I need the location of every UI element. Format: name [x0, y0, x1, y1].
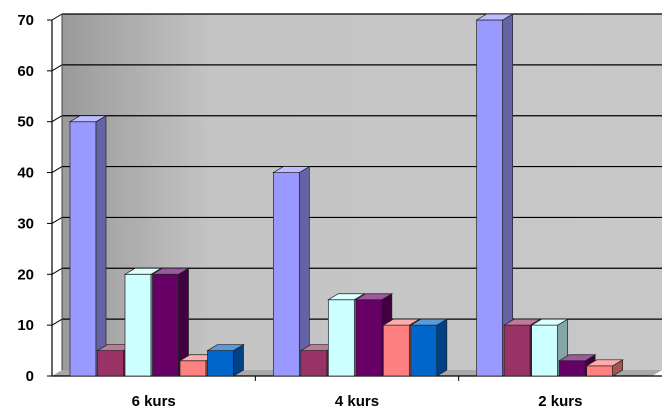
bar-front: [382, 324, 410, 377]
bar-front: [327, 299, 355, 377]
y-tick-label: 20: [17, 266, 34, 283]
bar-front: [503, 324, 531, 377]
bar-top: [354, 293, 394, 301]
bar: [585, 359, 624, 377]
gridline-side: [51, 166, 63, 174]
bar-front: [179, 360, 207, 377]
y-tick-label: 60: [17, 63, 34, 80]
bar-top: [123, 267, 163, 275]
bar-front: [97, 350, 124, 377]
bar-front: [207, 350, 234, 377]
gridline-side: [51, 267, 63, 275]
bar-front: [410, 324, 438, 377]
bar-front: [531, 324, 559, 377]
gridline-side: [51, 318, 63, 326]
bar-front: [152, 273, 179, 377]
y-tick-label: 0: [26, 368, 34, 385]
y-tick-label: 50: [17, 114, 34, 131]
bar-front: [586, 365, 614, 377]
gridline-side: [51, 64, 63, 72]
bar-top: [475, 13, 514, 21]
bar-top: [502, 318, 542, 326]
bar-top: [151, 267, 190, 275]
bar-front: [272, 172, 300, 377]
x-category-label: 4 kurs: [335, 393, 379, 410]
bar-front: [476, 19, 504, 377]
bar-top: [272, 166, 311, 173]
y-tick-label: 10: [17, 317, 34, 334]
bar: [68, 115, 108, 377]
bar: [206, 343, 245, 377]
bar: [151, 267, 190, 377]
bar: [272, 165, 311, 377]
gridline-side: [51, 13, 63, 21]
bar-top: [68, 115, 108, 123]
y-tick-label: 30: [17, 215, 34, 232]
bar-top: [409, 318, 449, 326]
gridline-side: [51, 115, 63, 123]
bar-top: [382, 318, 421, 326]
bar-front: [124, 273, 152, 377]
bar-front: [300, 350, 328, 377]
y-tick-label: 40: [17, 165, 34, 182]
x-category-label: 6 kurs: [132, 393, 176, 410]
bar-side: [436, 318, 448, 377]
bar-front: [69, 121, 97, 377]
bar: [475, 13, 514, 377]
bar-top: [557, 354, 597, 362]
y-tick-label: 70: [17, 12, 34, 29]
bar-front: [558, 360, 586, 377]
bar-side: [95, 115, 107, 377]
bar-top: [530, 318, 569, 326]
bar-front: [355, 299, 383, 377]
bar-top: [327, 293, 366, 301]
gridline-side: [51, 216, 63, 224]
bar-top: [585, 359, 624, 367]
bar-top: [206, 344, 245, 351]
bar: [409, 318, 449, 377]
x-category-label: 2 kurs: [538, 393, 582, 410]
bar-side: [298, 165, 310, 377]
